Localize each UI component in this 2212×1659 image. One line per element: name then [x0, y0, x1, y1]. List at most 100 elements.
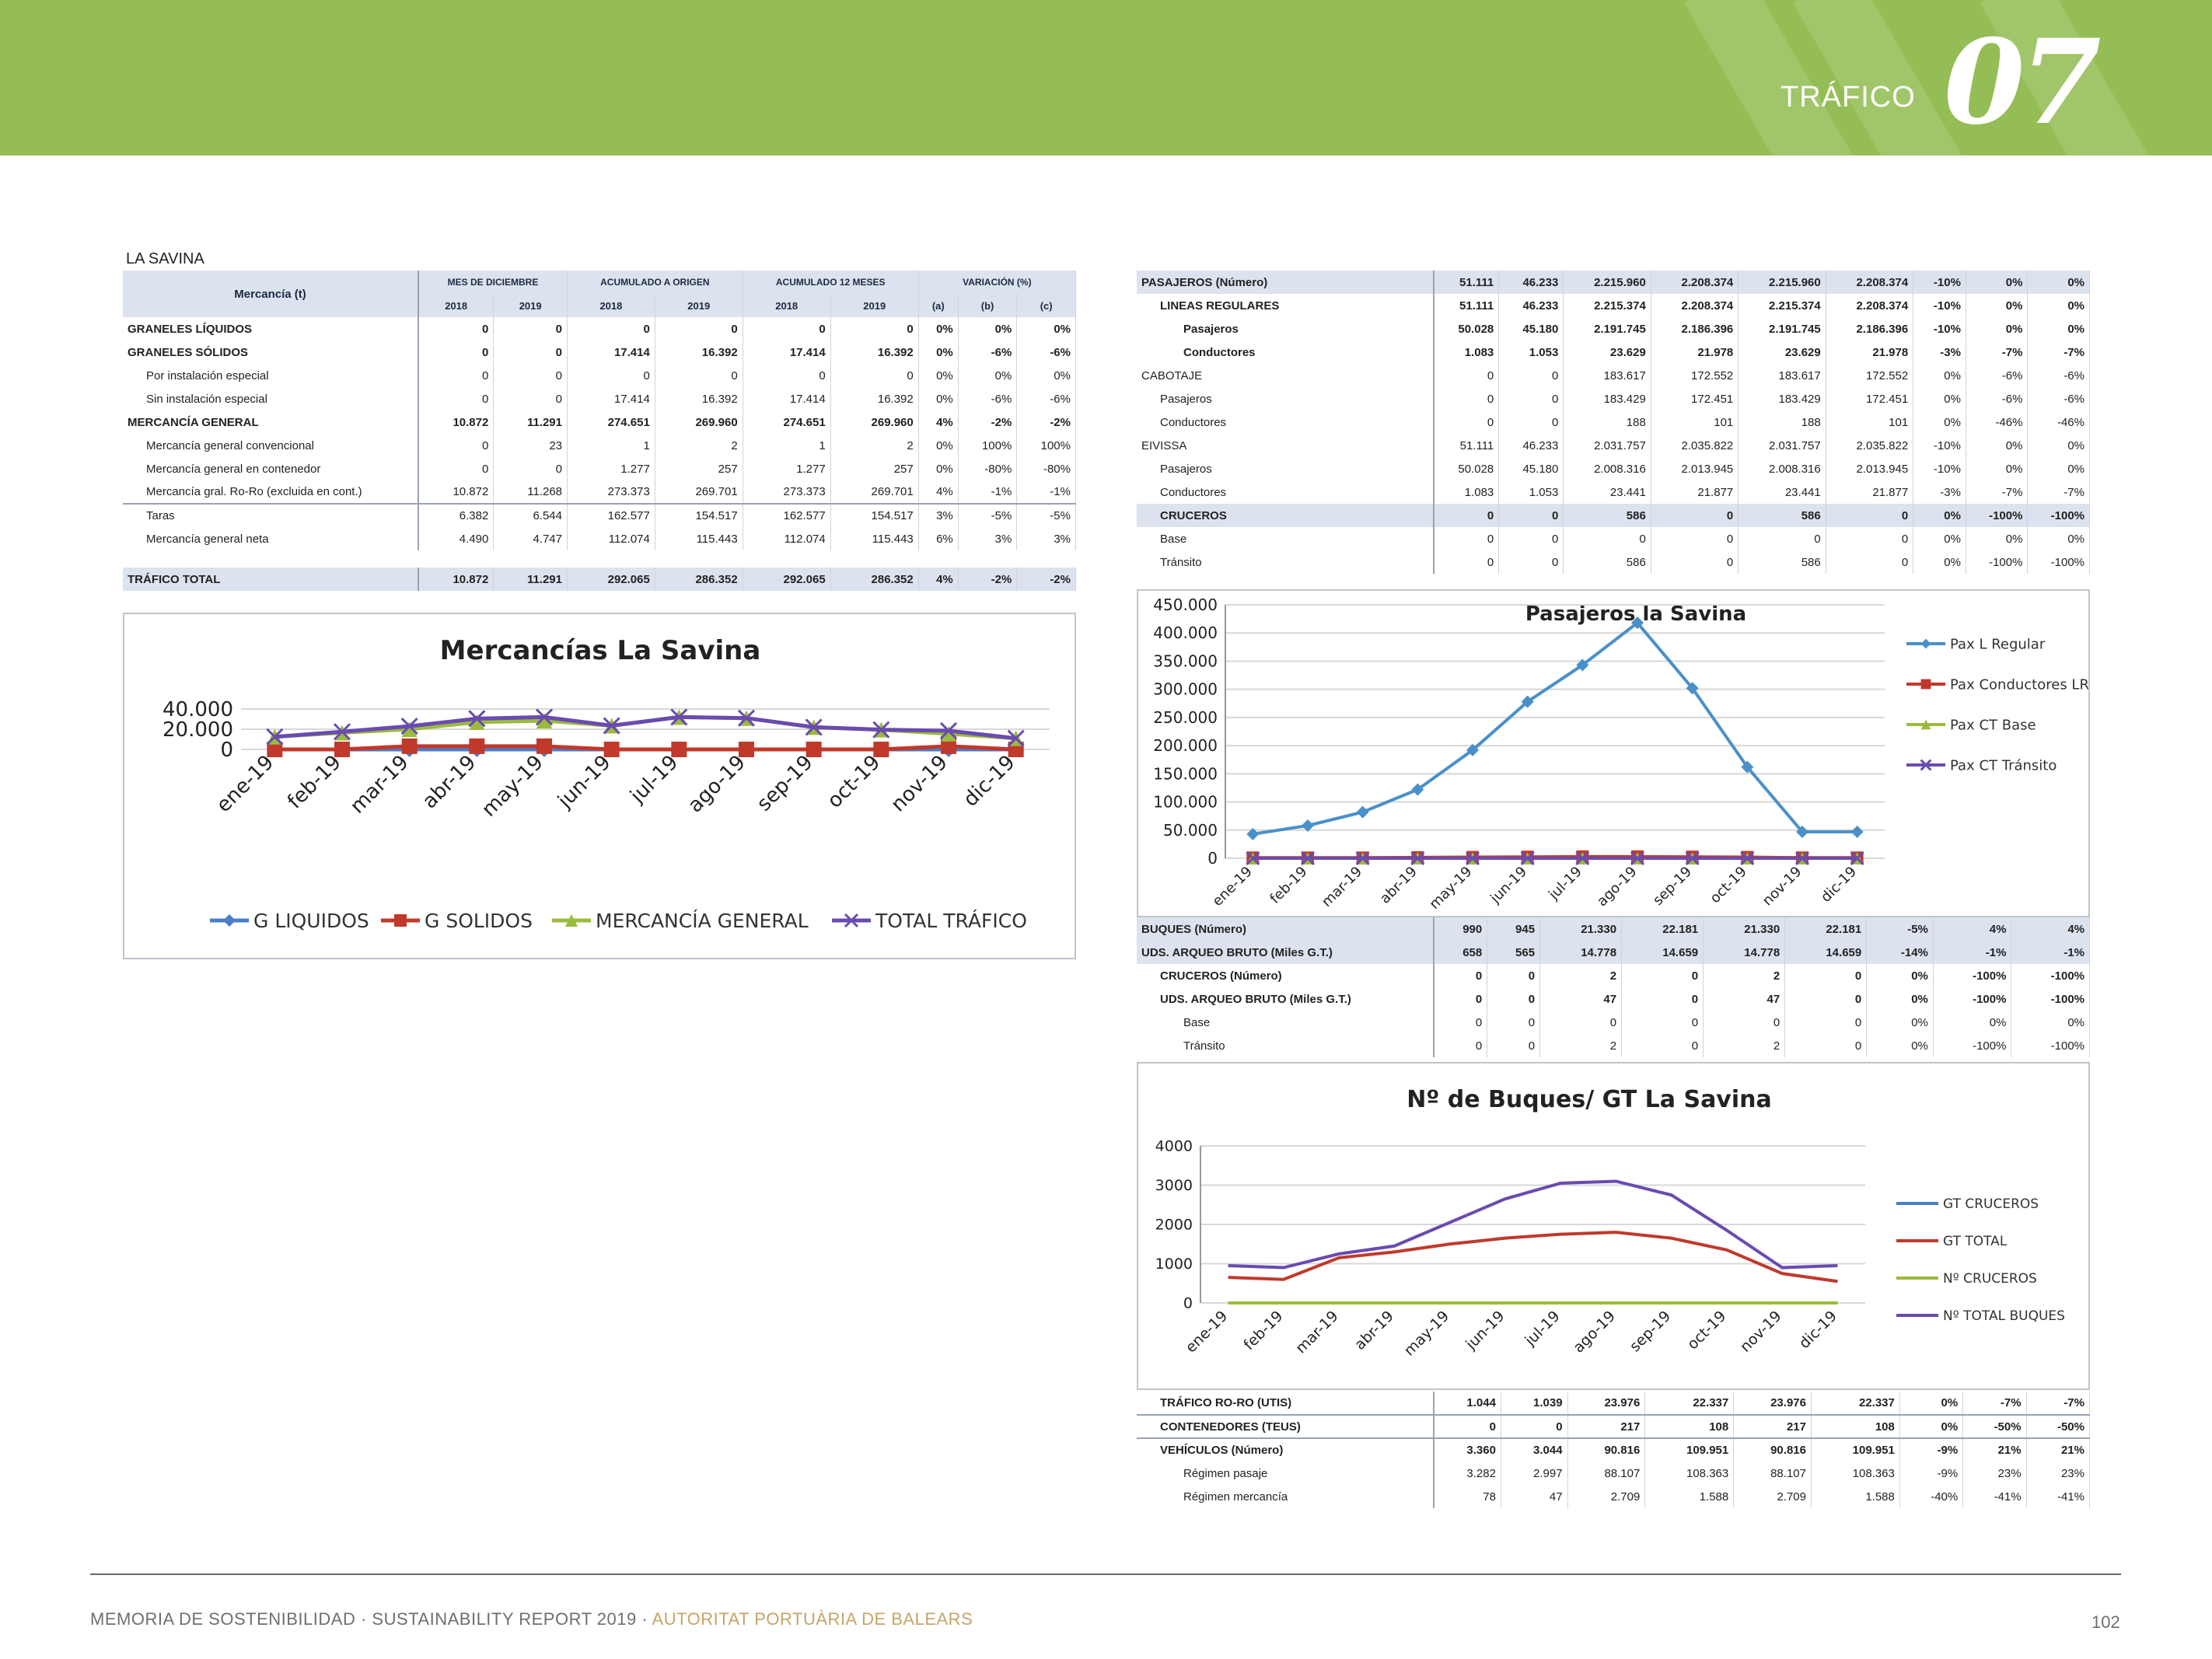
cell-value: 2.191.745: [1738, 317, 1826, 341]
cell-value: 0%: [1866, 1011, 1934, 1034]
series-line: [1228, 1179, 1838, 1270]
cell-value: 0%: [2011, 1011, 2090, 1034]
data-point: [1920, 679, 1931, 690]
cell-value: 273.373: [567, 480, 655, 504]
cell-value: 21%: [1962, 1437, 2027, 1462]
cell-value: -3%: [1913, 480, 1966, 504]
cell-value: 292.065: [567, 568, 655, 591]
cell-value: 14.778: [1539, 941, 1623, 964]
row-label: Sin instalación especial: [123, 387, 419, 410]
x-tick-label: mar-19: [1292, 1308, 1341, 1357]
cell-value: 0%: [2027, 294, 2090, 317]
spacer-row: [123, 550, 1076, 568]
cell-value: -50%: [1962, 1414, 2027, 1438]
cell-value: -46%: [1966, 410, 2029, 434]
data-point: [603, 717, 620, 735]
table-row: Mercancía general neta 4.490 4.747 112.074 1…: [123, 527, 1076, 550]
cell-value: 945: [1487, 917, 1541, 941]
cell-value: 14.659: [1784, 941, 1868, 964]
row-label: Por instalación especial: [123, 364, 419, 387]
table-row: Sin instalación especial 0 0 17.414 16.392 17…: [123, 387, 1076, 410]
y-tick-label: 350.000: [1153, 651, 1218, 670]
data-point: [1007, 729, 1025, 747]
cell-value: -100%: [1933, 1034, 2012, 1057]
cell-value: 269.701: [655, 480, 743, 504]
row-label: Conductores: [1137, 480, 1434, 504]
cell-value: 1.277: [567, 457, 655, 480]
cell-value: 0: [1621, 964, 1704, 987]
cell-value: -6%: [1016, 387, 1076, 410]
table-row: Mercancía gral. Ro-Ro (excluida en cont.…: [123, 480, 1076, 504]
roro-table: TRÁFICO RO-RO (UTIS) 1.044 1.039 23.976 22.3…: [1137, 1392, 2091, 1508]
data-point: [1920, 638, 1931, 649]
cell-value: -14%: [1866, 941, 1934, 964]
cell-value: 23.629: [1738, 341, 1826, 364]
cell-value: -46%: [2027, 410, 2090, 434]
x-tick-label: dic-19: [959, 751, 1019, 812]
cell-value: 2.013.945: [1826, 457, 1914, 480]
table-row: EIVISSA 51.111 46.233 2.031.757 2.035.822 2.0…: [1137, 434, 2090, 457]
cell-value: 183.429: [1738, 387, 1826, 410]
cell-value: 183.429: [1563, 387, 1651, 410]
row-label: CONTENEDORES (TEUS): [1137, 1414, 1434, 1438]
cell-value: -41%: [1962, 1485, 2027, 1508]
footer-divider: [90, 1573, 2121, 1575]
x-tick-label: mar-19: [346, 751, 414, 819]
cell-value: 0%: [918, 364, 959, 387]
data-point: [1411, 783, 1424, 796]
y-tick-label: 400.000: [1153, 623, 1218, 642]
cell-value: 2.186.396: [1651, 317, 1739, 341]
cell-value: 0: [655, 317, 743, 341]
x-tick-label: dic-19: [1796, 1308, 1840, 1352]
cell-value: 108.363: [1811, 1462, 1900, 1485]
passengers-table: PASAJEROS (Número) 51.111 46.233 2.215.960 2…: [1137, 271, 2090, 574]
data-point: [1685, 850, 1700, 866]
row-label: Mercancía general en contenedor: [123, 457, 419, 480]
row-label: Tránsito: [1137, 1034, 1434, 1057]
cell-value: 21.978: [1651, 341, 1739, 364]
cell-value: 23.441: [1563, 480, 1651, 504]
data-point: [844, 913, 859, 928]
passengers-chart: Pasajeros la Savina 450.000 400.000 350.000…: [1137, 589, 2090, 917]
cell-value: 1.083: [1434, 480, 1500, 504]
cell-value: 108: [1811, 1414, 1900, 1438]
data-point: [469, 738, 485, 754]
cell-value: 2.997: [1501, 1462, 1568, 1485]
cell-value: 0%: [2027, 457, 2090, 480]
cell-value: 2.035.822: [1651, 434, 1739, 457]
page-number: 102: [2091, 1612, 2120, 1632]
cell-value: 0: [418, 317, 494, 341]
cell-value: 0: [1498, 387, 1564, 410]
cell-value: 17.414: [567, 387, 655, 410]
cell-value: 0: [418, 364, 494, 387]
y-tick-label: 50.000: [1163, 821, 1218, 840]
cell-value: 50.028: [1434, 317, 1500, 341]
cell-value: -1%: [2011, 941, 2090, 964]
data-point: [805, 718, 823, 736]
footer-report-title: MEMORIA DE SOSTENIBILIDAD · SUSTAINABILI…: [90, 1609, 652, 1629]
year-header: 2019: [830, 294, 919, 317]
cell-value: 269.960: [830, 410, 919, 434]
data-point: [941, 738, 956, 754]
cell-value: 4%: [918, 480, 959, 504]
data-point: [1850, 825, 1864, 838]
cell-value: 17.414: [567, 341, 655, 364]
cell-value: 0: [418, 341, 494, 364]
y-tick-label: 250.000: [1153, 708, 1218, 727]
row-label: Mercancía general convencional: [123, 434, 419, 457]
cell-value: 0: [1651, 504, 1739, 527]
cell-value: -50%: [2026, 1414, 2091, 1438]
legend-label: TOTAL TRÁFICO: [875, 910, 1027, 932]
x-tick-label: sep-19: [1627, 1308, 1674, 1355]
ships-table: BUQUES (Número) 990 945 21.330 22.181 21.330 2…: [1137, 917, 2090, 1057]
cell-value: 0: [1539, 1011, 1623, 1034]
cell-value: 2.013.945: [1651, 457, 1739, 480]
cell-value: 0: [1621, 987, 1704, 1011]
cell-value: 217: [1733, 1414, 1812, 1438]
cell-value: 274.651: [743, 410, 831, 434]
footer-organization: AUTORITAT PORTUÀRIA DE BALEARS: [652, 1609, 973, 1629]
cell-value: 586: [1738, 504, 1826, 527]
cell-value: 1.083: [1434, 341, 1500, 364]
row-label: CRUCEROS (Número): [1137, 964, 1434, 987]
x-tick-label: may-19: [1426, 864, 1475, 913]
